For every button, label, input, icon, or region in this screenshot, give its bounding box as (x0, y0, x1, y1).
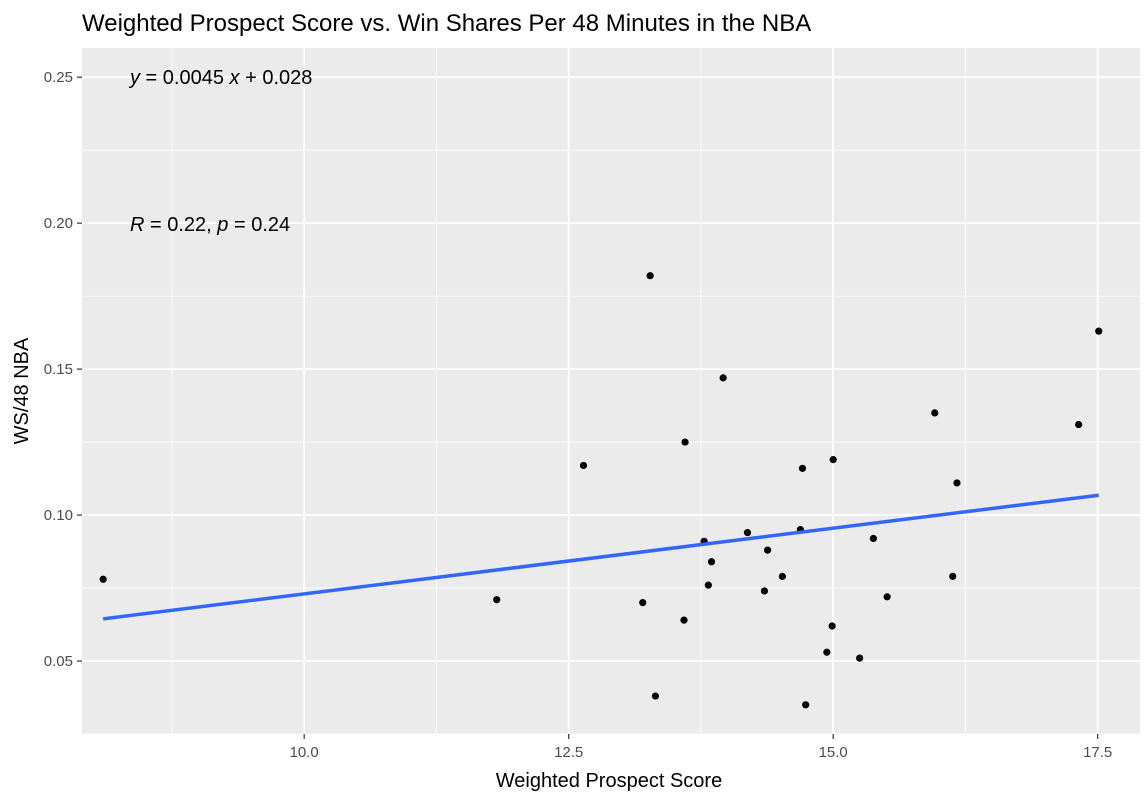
x-axis-title: Weighted Prospect Score (496, 770, 722, 792)
data-point (829, 456, 837, 464)
data-point (493, 596, 501, 604)
gridlines (82, 48, 1140, 735)
x-axis: 10.0 12.5 15.0 17.5 (290, 734, 1112, 761)
y-axis-title: WS/48 NBA (11, 337, 33, 444)
equation-intercept: + 0.028 (240, 67, 313, 89)
data-point (99, 575, 107, 583)
data-point (778, 572, 786, 580)
equation-y-var: y (128, 67, 141, 89)
y-tick-label: 0.15 (44, 361, 73, 378)
data-point (798, 464, 807, 472)
data-point (869, 534, 877, 543)
equation-slope: = 0.0045 (140, 67, 230, 89)
data-point (651, 692, 660, 700)
data-point (680, 616, 688, 624)
data-point (704, 581, 712, 589)
y-tick-label: 0.20 (44, 215, 73, 232)
y-axis: 0.05 0.10 0.15 0.20 0.25 (44, 69, 82, 670)
regression-line (102, 493, 1099, 621)
data-point (883, 593, 891, 601)
data-point (949, 572, 957, 580)
y-tick-label: 0.25 (44, 69, 73, 86)
stats-p-value: = 0.24 (228, 214, 290, 236)
regression-line-group (102, 493, 1099, 621)
stats-p-var: p (216, 214, 228, 236)
data-point (646, 272, 654, 280)
data-point (1095, 327, 1103, 335)
data-point (802, 701, 810, 709)
stats-r-value: = 0.22, (144, 214, 217, 236)
x-tick-label: 12.5 (554, 744, 583, 761)
data-point (719, 374, 727, 382)
data-point (760, 587, 769, 595)
x-tick-label: 15.0 (819, 744, 848, 761)
x-tick-label: 17.5 (1083, 744, 1112, 761)
chart-title: Weighted Prospect Score vs. Win Shares P… (82, 10, 811, 37)
data-point (743, 528, 752, 537)
data-point (856, 654, 864, 662)
data-point (823, 648, 831, 656)
data-point (931, 409, 939, 417)
x-tick-label: 10.0 (290, 744, 319, 761)
data-point (828, 622, 836, 630)
equation-annotation: y = 0.0045 x + 0.028 (128, 67, 312, 89)
stats-r-var: R (130, 214, 144, 236)
data-point (639, 599, 647, 607)
plot-panel (82, 48, 1140, 734)
data-points (99, 272, 1103, 709)
data-point (579, 461, 588, 470)
y-tick-label: 0.05 (44, 653, 73, 670)
data-point (1075, 420, 1083, 429)
data-point (681, 438, 689, 446)
data-point (763, 546, 772, 554)
y-tick-label: 0.10 (44, 507, 73, 524)
stats-annotation: R = 0.22, p = 0.24 (130, 214, 290, 236)
equation-x-var: x (229, 67, 241, 89)
data-point (707, 558, 716, 566)
data-point (953, 479, 961, 487)
